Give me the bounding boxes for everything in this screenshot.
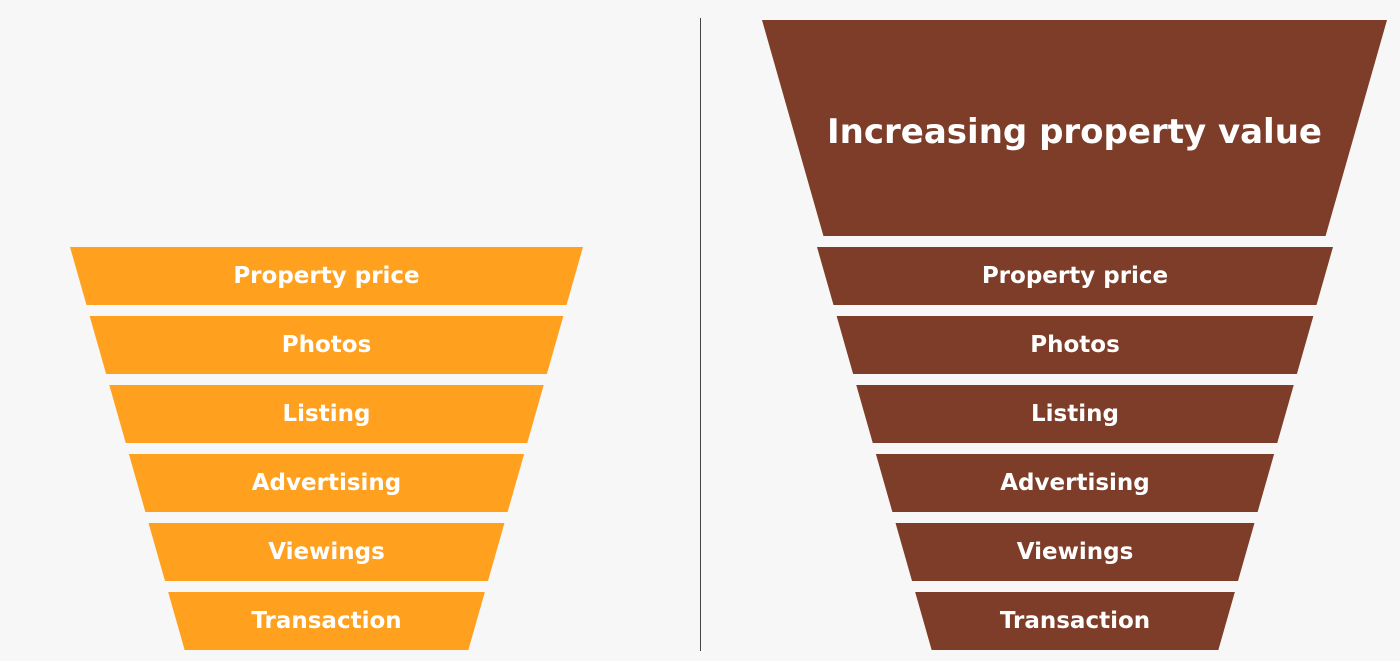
- left-funnel-stage-3-shape: [109, 385, 544, 443]
- right-funnel-stage-4-shape: [875, 454, 1275, 512]
- left-funnel-stage-4-label: Advertising: [252, 470, 402, 496]
- right-funnel: Increasing property value Property price P…: [762, 20, 1387, 650]
- right-funnel-stage-3-shape: [856, 385, 1294, 443]
- left-funnel-stage-1-shape: [70, 247, 583, 305]
- left-funnel-stage-6-label: Transaction: [251, 608, 401, 634]
- right-funnel-stage-1-label: Property price: [982, 263, 1168, 289]
- left-funnel-stage-5-label: Viewings: [268, 539, 385, 565]
- left-funnel-stage-2-shape: [89, 316, 564, 374]
- right-funnel-header-shape: [762, 20, 1387, 236]
- left-funnel-stage-5-shape: [148, 523, 505, 581]
- right-funnel-stage-4-label: Advertising: [1000, 470, 1150, 496]
- right-funnel-stage-5-label: Viewings: [1017, 539, 1134, 565]
- left-funnel-stage-2-label: Photos: [282, 332, 372, 358]
- right-funnel-stage-5-shape: [895, 523, 1255, 581]
- right-funnel-stage-6-shape: [915, 592, 1235, 650]
- left-funnel-stage-6-shape: [168, 592, 485, 650]
- left-funnel: Property price Photos Listing Advertising Vi…: [70, 247, 583, 650]
- vertical-divider: [700, 18, 701, 651]
- left-funnel-stage-4-shape: [128, 454, 525, 512]
- right-funnel-header-label: Increasing property value: [827, 112, 1322, 152]
- right-funnel-stage-2-label: Photos: [1030, 332, 1120, 358]
- left-funnel-stage-1-label: Property price: [233, 263, 419, 289]
- right-funnel-stage-3-label: Listing: [1031, 401, 1119, 427]
- left-funnel-stage-3-label: Listing: [283, 401, 371, 427]
- right-funnel-stage-6-label: Transaction: [1000, 608, 1150, 634]
- right-funnel-stage-1-shape: [817, 247, 1333, 305]
- right-funnel-stage-2-shape: [836, 316, 1314, 374]
